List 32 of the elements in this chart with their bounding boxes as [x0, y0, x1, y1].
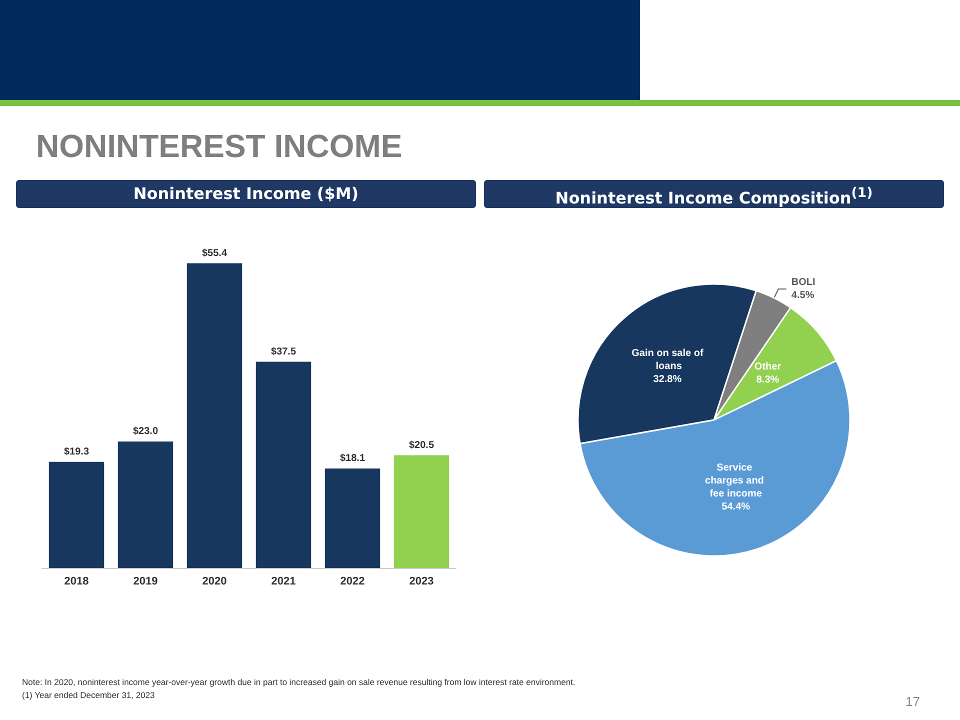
bar [186, 263, 242, 568]
data-label: $23.0 [132, 426, 158, 437]
data-label: 8.3% [756, 374, 780, 386]
x-tick-label: 2018 [64, 576, 89, 588]
data-label: $18.1 [340, 452, 366, 464]
bar [118, 442, 174, 568]
data-label: $20.5 [408, 440, 434, 451]
x-tick-label: 2023 [409, 576, 434, 588]
x-tick-label: 2019 [133, 576, 158, 588]
bar [48, 462, 104, 568]
slice-label: Gain on sale of loans [632, 348, 704, 372]
bar [256, 362, 312, 568]
slice-label: Service charges and fee income [704, 462, 767, 500]
text: Note: In 2020, noninterest income year-over-year growth due in part to increased gain on sale revenue resulting from low interest rate environment. [22, 676, 576, 689]
x-tick-label: 2022 [340, 576, 365, 588]
data-label: 54.4% [722, 502, 750, 513]
text: 17 [906, 694, 920, 709]
bar [394, 455, 450, 568]
chart-title: Noninterest Income Composition$^{(1)}$ [484, 180, 944, 208]
slice-label: BOLI [791, 276, 816, 288]
x-tick-label: 2020 [202, 576, 227, 588]
data-label: 4.5% [791, 290, 814, 301]
data-label: 32.8% [653, 374, 682, 385]
data-label: $55.4 [202, 248, 228, 259]
x-tick-label: 2021 [271, 576, 296, 588]
chart-title: NONINTEREST INCOME [36, 128, 402, 165]
data-label: $37.5 [270, 346, 296, 358]
slice-label: Other [754, 362, 782, 373]
text: (1) Year ended December 31, 2023 [22, 689, 156, 702]
data-label: $19.3 [64, 446, 90, 458]
chart-subtitle: Noninterest Income ($M) [16, 180, 476, 208]
bar [324, 468, 380, 568]
